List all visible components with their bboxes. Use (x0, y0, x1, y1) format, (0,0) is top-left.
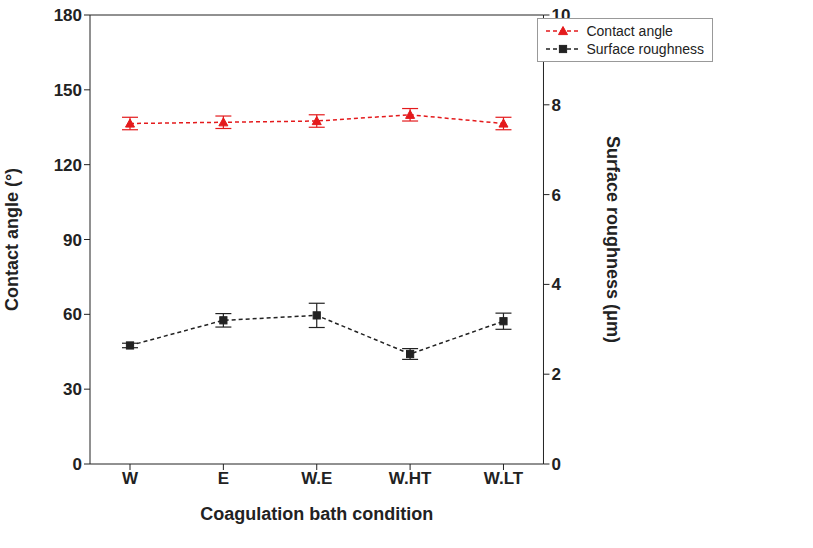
svg-text:Coagulation bath condition: Coagulation bath condition (200, 504, 433, 524)
svg-text:120: 120 (54, 156, 82, 175)
svg-text:6: 6 (551, 186, 560, 205)
svg-text:60: 60 (63, 305, 82, 324)
svg-text:W.LT: W.LT (484, 469, 524, 488)
svg-text:90: 90 (63, 231, 82, 250)
svg-text:4: 4 (551, 275, 561, 294)
svg-text:0: 0 (551, 455, 560, 474)
svg-text:0: 0 (73, 455, 82, 474)
svg-text:8: 8 (551, 96, 560, 115)
svg-text:30: 30 (63, 380, 82, 399)
svg-text:W: W (122, 469, 139, 488)
svg-text:W.E: W.E (301, 469, 332, 488)
svg-text:E: E (218, 469, 229, 488)
html-text:Surface roughness: Surface roughness (586, 41, 704, 57)
html-text:Contact angle: Contact angle (586, 23, 673, 39)
svg-text:Surface roughness (μm): Surface roughness (μm) (603, 136, 623, 343)
svg-text:180: 180 (54, 6, 82, 25)
svg-text:150: 150 (54, 81, 82, 100)
svg-text:Contact angle (°): Contact angle (°) (2, 168, 22, 311)
svg-text:W.HT: W.HT (389, 469, 432, 488)
svg-text:10: 10 (551, 6, 570, 25)
svg-text:2: 2 (551, 365, 560, 384)
